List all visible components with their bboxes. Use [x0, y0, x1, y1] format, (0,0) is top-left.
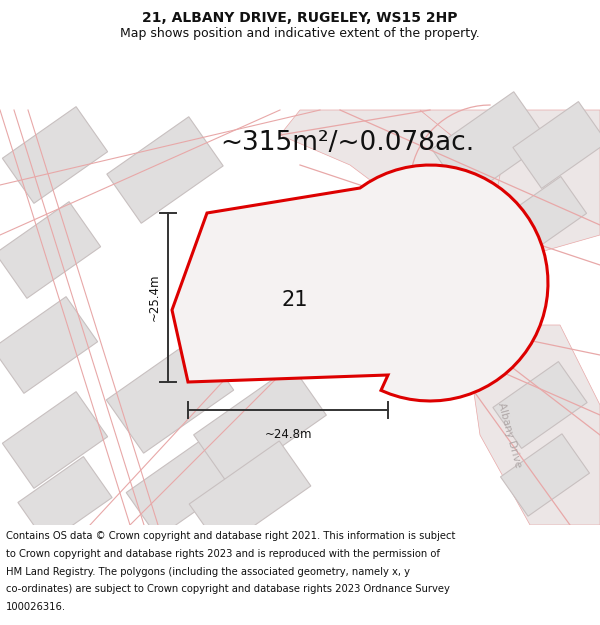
Polygon shape	[420, 110, 600, 255]
Polygon shape	[470, 325, 600, 525]
Polygon shape	[172, 165, 548, 401]
Polygon shape	[2, 107, 107, 203]
Text: 21: 21	[282, 290, 308, 310]
Polygon shape	[513, 102, 600, 188]
Text: to Crown copyright and database rights 2023 and is reproduced with the permissio: to Crown copyright and database rights 2…	[6, 549, 440, 559]
Text: Albany Drive: Albany Drive	[350, 223, 390, 287]
Text: ~24.8m: ~24.8m	[264, 428, 312, 441]
Text: 100026316.: 100026316.	[6, 602, 66, 612]
Polygon shape	[189, 441, 311, 549]
Polygon shape	[493, 362, 587, 448]
Text: co-ordinates) are subject to Crown copyright and database rights 2023 Ordnance S: co-ordinates) are subject to Crown copyr…	[6, 584, 450, 594]
Polygon shape	[194, 366, 326, 484]
Polygon shape	[280, 110, 510, 255]
Text: ~315m²/~0.078ac.: ~315m²/~0.078ac.	[220, 130, 474, 156]
Text: 21, ALBANY DRIVE, RUGELEY, WS15 2HP: 21, ALBANY DRIVE, RUGELEY, WS15 2HP	[142, 11, 458, 25]
Polygon shape	[0, 202, 101, 298]
Polygon shape	[432, 92, 548, 198]
Polygon shape	[106, 337, 233, 453]
Text: HM Land Registry. The polygons (including the associated geometry, namely x, y: HM Land Registry. The polygons (includin…	[6, 566, 410, 576]
Polygon shape	[0, 297, 98, 393]
Text: Map shows position and indicative extent of the property.: Map shows position and indicative extent…	[120, 27, 480, 39]
Polygon shape	[126, 432, 244, 538]
Polygon shape	[18, 457, 112, 543]
Polygon shape	[503, 176, 587, 254]
Polygon shape	[2, 392, 107, 488]
Polygon shape	[107, 117, 223, 223]
Text: Albany Drive: Albany Drive	[496, 401, 524, 469]
Text: ~25.4m: ~25.4m	[148, 274, 161, 321]
Polygon shape	[500, 434, 589, 516]
Text: Contains OS data © Crown copyright and database right 2021. This information is : Contains OS data © Crown copyright and d…	[6, 531, 455, 541]
